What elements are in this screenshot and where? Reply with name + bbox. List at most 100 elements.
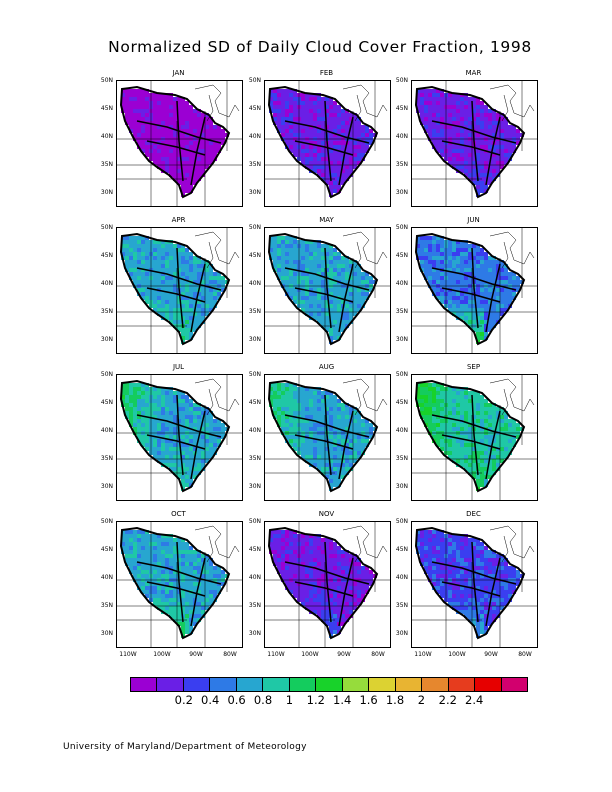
data-cell [201, 570, 205, 574]
data-cell [289, 244, 293, 248]
data-cell [185, 602, 189, 606]
data-cell [213, 439, 217, 443]
data-cell [440, 403, 444, 407]
data-cell [460, 451, 464, 455]
data-cell [333, 427, 337, 431]
data-cell [125, 395, 129, 399]
data-cell [205, 312, 209, 316]
data-cell [153, 125, 157, 129]
map-panel-may [264, 227, 391, 354]
data-cell [197, 570, 201, 574]
data-cell [436, 113, 440, 117]
data-cell [161, 153, 165, 157]
data-cell [480, 272, 484, 276]
data-cell [345, 415, 349, 419]
data-cell [165, 157, 169, 161]
data-cell [165, 256, 169, 260]
data-cell [345, 292, 349, 296]
data-cell [305, 296, 309, 300]
data-cell [121, 387, 125, 391]
data-cell [424, 562, 428, 566]
data-cell [349, 590, 353, 594]
data-cell [484, 292, 488, 296]
data-cell [460, 459, 464, 463]
data-cell [141, 149, 145, 153]
data-cell [313, 403, 317, 407]
data-cell [496, 570, 500, 574]
latitude-label: 30N [395, 630, 408, 637]
data-cell [512, 145, 516, 149]
data-cell [508, 153, 512, 157]
data-cell [456, 161, 460, 165]
data-cell [177, 105, 181, 109]
data-cell [153, 407, 157, 411]
data-cell [305, 256, 309, 260]
data-cell [269, 93, 273, 97]
sub-basin-boundary [471, 247, 479, 329]
data-cell [341, 443, 345, 447]
sub-basin-boundary [176, 100, 184, 182]
data-cell [361, 423, 365, 427]
data-cell [333, 256, 337, 260]
data-cell [504, 161, 508, 165]
data-cell [301, 280, 305, 284]
data-cell [313, 149, 317, 153]
data-cell [197, 129, 201, 133]
data-cell [193, 550, 197, 554]
data-cell [293, 240, 297, 244]
data-cell [193, 276, 197, 280]
data-cell [189, 626, 193, 630]
data-cell [345, 320, 349, 324]
data-cell [345, 554, 349, 558]
latitude-label: 40N [395, 574, 408, 581]
data-cell [472, 459, 476, 463]
data-cell [125, 546, 129, 550]
great-lakes-outline [342, 84, 388, 122]
data-cell [341, 125, 345, 129]
data-cell [424, 272, 428, 276]
data-cell [333, 411, 337, 415]
data-cell [508, 125, 512, 129]
data-cell [129, 399, 133, 403]
data-cell [353, 141, 357, 145]
data-cell [480, 419, 484, 423]
data-cell [165, 145, 169, 149]
data-cell [145, 276, 149, 280]
data-cell [289, 530, 293, 534]
data-cell [169, 252, 173, 256]
data-cell [337, 264, 341, 268]
data-cell [209, 133, 213, 137]
data-cell [333, 109, 337, 113]
data-cell [185, 562, 189, 566]
data-cell [448, 97, 452, 101]
data-cell [301, 264, 305, 268]
data-cell [333, 252, 337, 256]
data-cell [185, 280, 189, 284]
data-cell [145, 97, 149, 101]
data-cell [153, 574, 157, 578]
latitude-label: 45N [100, 252, 113, 259]
data-cell [341, 169, 345, 173]
data-cell [141, 546, 145, 550]
data-cell [468, 582, 472, 586]
data-cell [424, 383, 428, 387]
data-cell [484, 189, 488, 193]
data-cell [133, 415, 137, 419]
data-cell [321, 165, 325, 169]
data-cell [456, 395, 460, 399]
data-cell [221, 141, 225, 145]
data-cell [456, 427, 460, 431]
data-cell [424, 419, 428, 423]
data-cell [337, 300, 341, 304]
data-cell [285, 252, 289, 256]
data-cell [325, 113, 329, 117]
data-cell [301, 439, 305, 443]
data-cell [317, 582, 321, 586]
data-cell [436, 121, 440, 125]
data-cell [452, 558, 456, 562]
data-cell [345, 570, 349, 574]
data-cell [361, 574, 365, 578]
data-cell [428, 93, 432, 97]
data-cell [129, 268, 133, 272]
data-cell [137, 407, 141, 411]
